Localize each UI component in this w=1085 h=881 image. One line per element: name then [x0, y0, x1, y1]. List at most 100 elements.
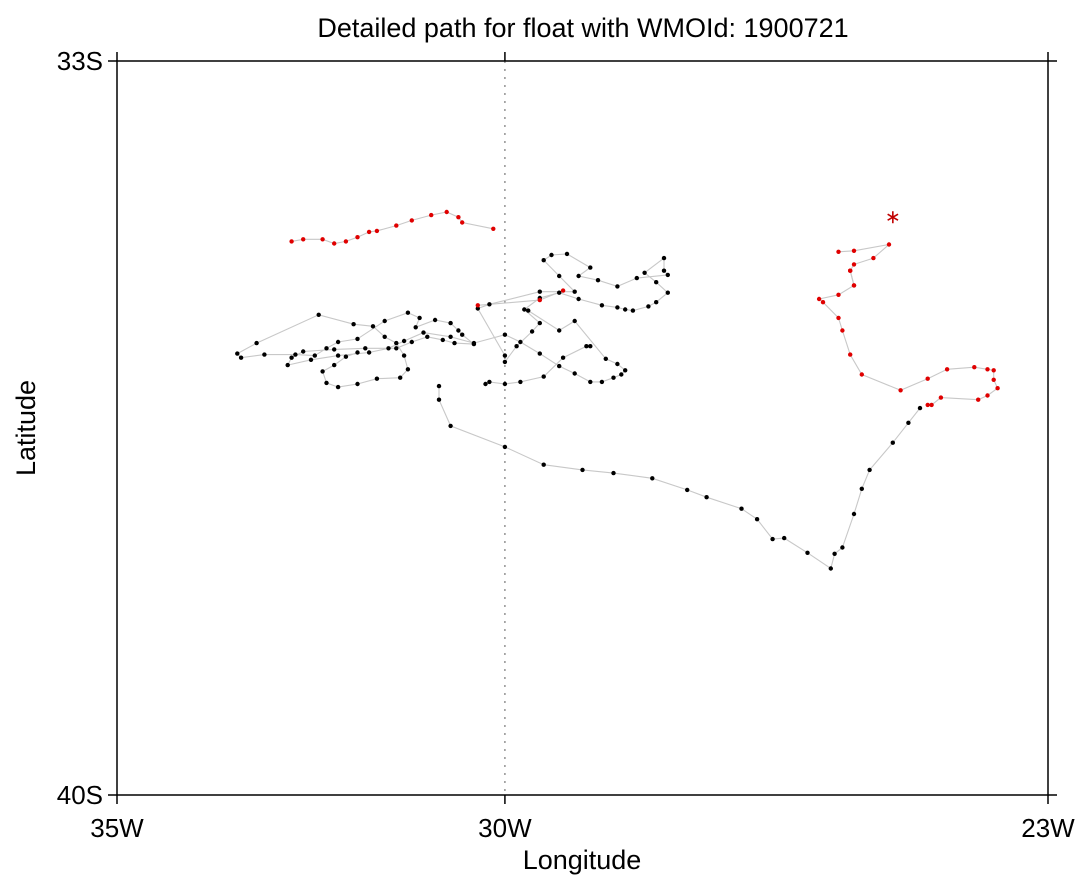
- position-point: [366, 229, 372, 235]
- position-point: [828, 566, 833, 571]
- star-stroke: [887, 213, 899, 221]
- position-point: [289, 239, 294, 244]
- position-point: [584, 344, 589, 349]
- position-point: [401, 353, 407, 358]
- position-point: [343, 239, 349, 244]
- position-point: [938, 395, 944, 400]
- position-point: [413, 325, 418, 330]
- position-point: [603, 356, 608, 361]
- position-point: [615, 305, 620, 310]
- position-point: [335, 353, 341, 358]
- position-point: [985, 367, 990, 372]
- position-point: [564, 251, 570, 257]
- position-point: [576, 296, 581, 302]
- position-point: [925, 376, 930, 381]
- position-point: [840, 328, 845, 333]
- position-point: [572, 318, 577, 324]
- position-point: [332, 347, 337, 352]
- position-point: [832, 551, 837, 556]
- position-point: [386, 346, 391, 351]
- position-point: [537, 351, 542, 356]
- position-point: [557, 290, 562, 295]
- y-tick-label: 33S: [57, 46, 103, 76]
- position-point: [704, 495, 709, 500]
- last-position-marker: [887, 211, 899, 224]
- position-point: [630, 308, 636, 313]
- position-point: [332, 241, 337, 246]
- track-segment: [476, 253, 669, 363]
- position-point: [324, 380, 329, 386]
- position-point: [471, 341, 477, 347]
- position-point: [355, 336, 360, 342]
- position-point: [995, 386, 1000, 391]
- position-point: [917, 405, 923, 411]
- position-point: [448, 334, 453, 339]
- position-point: [320, 237, 325, 242]
- position-point: [820, 300, 826, 305]
- position-point: [502, 381, 508, 387]
- position-point: [483, 381, 488, 387]
- position-point: [851, 283, 857, 288]
- position-point: [944, 367, 950, 372]
- position-point: [254, 340, 259, 346]
- track-segment: [236, 310, 627, 388]
- position-point: [925, 402, 930, 408]
- position-point: [398, 375, 403, 380]
- position-point: [623, 368, 628, 373]
- position-point: [867, 467, 872, 473]
- position-point: [906, 420, 911, 425]
- position-point: [642, 270, 647, 275]
- position-point: [436, 397, 442, 402]
- position-point: [448, 320, 453, 326]
- x-axis-label: Longitude: [523, 845, 642, 875]
- position-point: [301, 237, 306, 242]
- position-point: [440, 337, 445, 343]
- position-point: [432, 317, 438, 323]
- position-point: [599, 379, 605, 385]
- position-point: [836, 315, 841, 321]
- position-point: [355, 381, 360, 387]
- position-point: [335, 384, 341, 390]
- position-point: [634, 275, 639, 281]
- position-point: [529, 329, 535, 334]
- last-position-star: [887, 211, 899, 224]
- position-point: [409, 339, 414, 345]
- position-point: [522, 307, 527, 312]
- position-point: [475, 303, 480, 308]
- position-point: [324, 346, 329, 351]
- position-point: [848, 352, 853, 357]
- position-point: [886, 242, 892, 247]
- position-point: [851, 511, 857, 517]
- position-point: [588, 265, 593, 270]
- position-point: [572, 289, 577, 294]
- position-point: [851, 262, 857, 267]
- position-point: [665, 290, 670, 295]
- position-point: [502, 359, 508, 365]
- position-point: [382, 318, 387, 324]
- x-tick-label: 30W: [478, 813, 532, 843]
- float-track: [236, 211, 999, 570]
- position-point: [588, 379, 593, 385]
- position-point: [816, 296, 822, 302]
- x-tick-label: 23W: [1021, 813, 1075, 843]
- position-point: [615, 361, 620, 367]
- position-point: [444, 209, 449, 215]
- position-point: [374, 376, 380, 381]
- position-point: [308, 357, 314, 362]
- position-point: [836, 249, 841, 254]
- position-point: [235, 351, 240, 356]
- position-point: [537, 289, 542, 294]
- position-point: [421, 330, 426, 335]
- position-point: [840, 545, 845, 550]
- position-point: [526, 308, 531, 313]
- position-point: [370, 324, 376, 329]
- position-point: [572, 371, 577, 376]
- position-point: [541, 258, 546, 263]
- position-point: [487, 379, 492, 385]
- position-point: [991, 377, 996, 382]
- position-point: [929, 402, 934, 408]
- position-point: [456, 215, 461, 220]
- position-point: [537, 297, 542, 303]
- y-tick-label: 40S: [57, 780, 103, 810]
- position-point: [754, 517, 760, 522]
